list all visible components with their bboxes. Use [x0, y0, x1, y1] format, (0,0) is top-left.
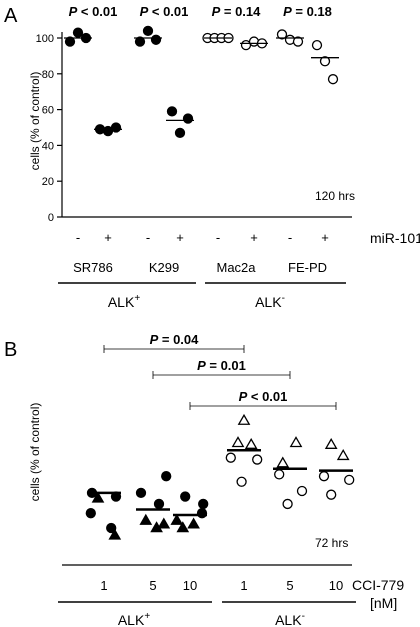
panel-a-p-value: P = 0.14 — [212, 4, 262, 19]
panel-b-data-point — [274, 469, 285, 480]
panel-b-data-point — [180, 491, 191, 502]
panel-b-data-point — [276, 456, 290, 468]
panel-a-p-value: P = 0.18 — [283, 4, 332, 19]
cell-line-label: SR786 — [73, 260, 113, 275]
panel-a-y-tick-label: 60 — [42, 105, 54, 117]
dose-label: 10 — [329, 578, 343, 593]
treatment-level-label: + — [104, 230, 112, 245]
panel-b-data-point — [187, 517, 200, 529]
panel-b-alk-negative-label: ALK- — [275, 611, 305, 627]
panel-b-data-point — [157, 517, 171, 529]
panel-b-data-point — [237, 413, 251, 425]
dose-label: 5 — [149, 578, 156, 593]
treatment-level-label: + — [176, 230, 184, 245]
panel-a-data-point — [327, 74, 339, 85]
panel-b-data-point — [236, 476, 247, 487]
panel-a-data-point — [134, 36, 146, 47]
treatment-level-label: - — [76, 230, 80, 245]
dose-label: 1 — [100, 578, 107, 593]
panel-a-y-tick-label: 40 — [42, 140, 54, 152]
panel-b-letter: B — [4, 339, 17, 361]
panel-a-data-point — [166, 106, 178, 117]
panel-b-data-point — [231, 436, 245, 448]
panel-a-data-point — [72, 27, 84, 38]
panel-a-y-axis-label: cells (% of control) — [28, 72, 42, 171]
treatment-level-label: + — [250, 230, 258, 245]
cell-line-label: FE-PD — [288, 260, 327, 275]
panel-a-plot: 0 20 40 60 80 100 - + - + - + - + SR786 K299 Mac2a FE-PD P… — [36, 4, 352, 310]
dose-label: 1 — [240, 578, 247, 593]
panel-b-plot: 02040608010015101510P = 0.04P = 0.01P < … — [58, 332, 356, 627]
treatment-level-label: - — [216, 230, 220, 245]
panel-b-data-point — [326, 489, 337, 500]
panel-b-data-point — [244, 437, 258, 449]
panel-a-y-tick-label: 80 — [42, 69, 54, 81]
panel-a-data-point — [311, 40, 323, 51]
panel-a-data-point — [142, 25, 154, 36]
panel-b-data-point — [336, 449, 350, 461]
panel-b-data-point — [170, 513, 184, 525]
cell-line-label: Mac2a — [216, 260, 256, 275]
panel-b-data-point — [108, 528, 122, 540]
panel-a-y-tick-label: 100 — [36, 33, 54, 45]
panel-b-data-point — [139, 513, 153, 525]
panel-b-data-point — [176, 521, 190, 533]
panel-b-p-value: P < 0.01 — [239, 389, 288, 404]
drug-label: CCI-779 — [352, 577, 404, 593]
panel-b-p-value: P = 0.01 — [197, 358, 246, 373]
panel-b-data-point — [153, 498, 165, 510]
panel-b-data-point — [324, 437, 338, 449]
panel-a-duration-note: 120 hrs — [315, 189, 355, 203]
alk-negative-label: ALK- — [255, 293, 285, 310]
panel-b-data-point — [161, 471, 172, 482]
panel-b-data-point — [106, 522, 117, 534]
panel-b-duration-note: 72 hrs — [315, 536, 348, 550]
panel-b-alk-positive-label: ALK+ — [118, 611, 150, 627]
panel-a-p-value: P < 0.01 — [69, 4, 118, 19]
panel-b-data-point — [318, 471, 330, 482]
treatment-label: miR-101 — [370, 230, 420, 246]
treatment-level-label: - — [146, 230, 150, 245]
panel-a-data-point — [292, 36, 304, 47]
panel-a-data-point — [150, 34, 162, 45]
panel-b-data-point — [135, 487, 147, 499]
dose-label: 10 — [183, 578, 197, 593]
panel-a-data-point — [276, 29, 288, 40]
panel-a-y-tick-label: 20 — [42, 176, 54, 188]
panel-b-data-point — [296, 485, 308, 497]
panel-a-data-point — [319, 56, 331, 67]
panel-b-data-point — [289, 436, 303, 448]
panel-b-data-point — [225, 452, 236, 463]
panel-a-y-tick-label: 0 — [48, 212, 54, 224]
panel-b-data-point — [282, 498, 293, 510]
panel-a-data-point — [64, 36, 76, 47]
panel-a-data-point — [182, 113, 194, 124]
panel-a-data-point — [174, 127, 186, 139]
cell-line-label: K299 — [149, 260, 179, 275]
panel-a-data-point — [110, 122, 122, 133]
panel-b-y-axis-label: cells (% of control) — [28, 403, 42, 502]
panel-b-data-point — [198, 498, 209, 510]
panel-b-data-point — [85, 508, 96, 519]
alk-positive-label: ALK+ — [108, 293, 140, 310]
treatment-level-label: - — [288, 230, 292, 245]
panel-a-p-value: P < 0.01 — [140, 4, 189, 19]
panel-b-data-point — [252, 454, 263, 465]
panel-b-p-value: P = 0.04 — [150, 332, 200, 347]
panel-b-data-point — [196, 508, 208, 519]
dose-label: 5 — [286, 578, 293, 593]
panel-a-letter: A — [4, 5, 18, 27]
drug-unit-label: [nM] — [370, 595, 397, 611]
panel-b-data-point — [344, 474, 355, 486]
treatment-level-label: + — [321, 230, 329, 245]
panel-b-data-point — [91, 491, 105, 503]
